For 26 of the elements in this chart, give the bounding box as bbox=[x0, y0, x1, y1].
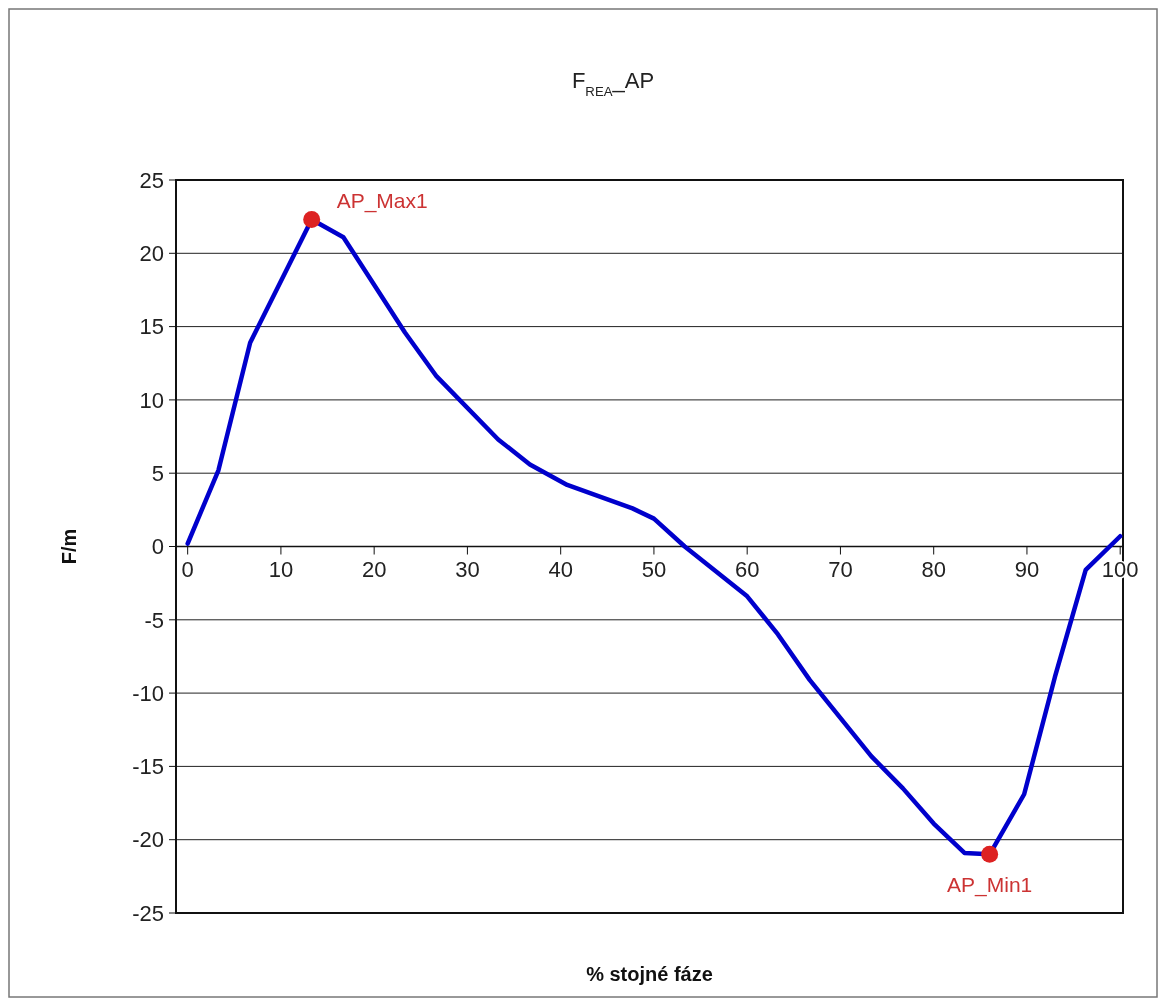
x-tick-label: 90 bbox=[1014, 556, 1040, 582]
x-tick-label: 50 bbox=[641, 556, 667, 582]
y-axis-title: F/m bbox=[58, 528, 80, 565]
y-tick-label: 10 bbox=[139, 387, 164, 413]
x-tick-label: 60 bbox=[734, 556, 760, 582]
y-tick-label: 5 bbox=[151, 460, 164, 486]
y-tick-label: -25 bbox=[132, 900, 164, 926]
x-tick-label: 70 bbox=[828, 556, 853, 582]
y-tick-label: 0 bbox=[151, 534, 164, 560]
x-tick-label: 80 bbox=[921, 556, 946, 582]
y-tick-label: 20 bbox=[139, 241, 164, 266]
x-tick-label: 40 bbox=[548, 556, 573, 582]
annotation: AP_Min1 bbox=[947, 873, 1033, 898]
y-tick-label: -10 bbox=[132, 680, 164, 706]
y-tick-label: -15 bbox=[132, 754, 164, 780]
annotation: AP_Max1 bbox=[336, 188, 428, 213]
y-tick-label: 15 bbox=[139, 314, 164, 340]
x-tick-label: 30 bbox=[455, 556, 480, 582]
x-axis-title: % stojné fáze bbox=[586, 963, 713, 985]
x-tick-label: 0 bbox=[181, 556, 194, 582]
y-tick-label: -5 bbox=[144, 607, 164, 633]
chart-title: F$_{REA}$_AP bbox=[571, 68, 655, 99]
y-tick-label: 25 bbox=[139, 167, 164, 193]
x-tick-label: 20 bbox=[361, 556, 387, 582]
y-tick-label: -20 bbox=[132, 827, 164, 853]
x-tick-label: 10 bbox=[268, 556, 294, 582]
